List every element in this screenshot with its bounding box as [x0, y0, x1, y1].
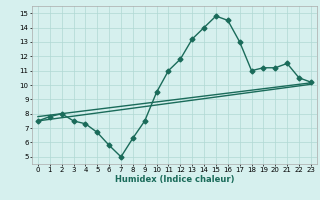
X-axis label: Humidex (Indice chaleur): Humidex (Indice chaleur)	[115, 175, 234, 184]
